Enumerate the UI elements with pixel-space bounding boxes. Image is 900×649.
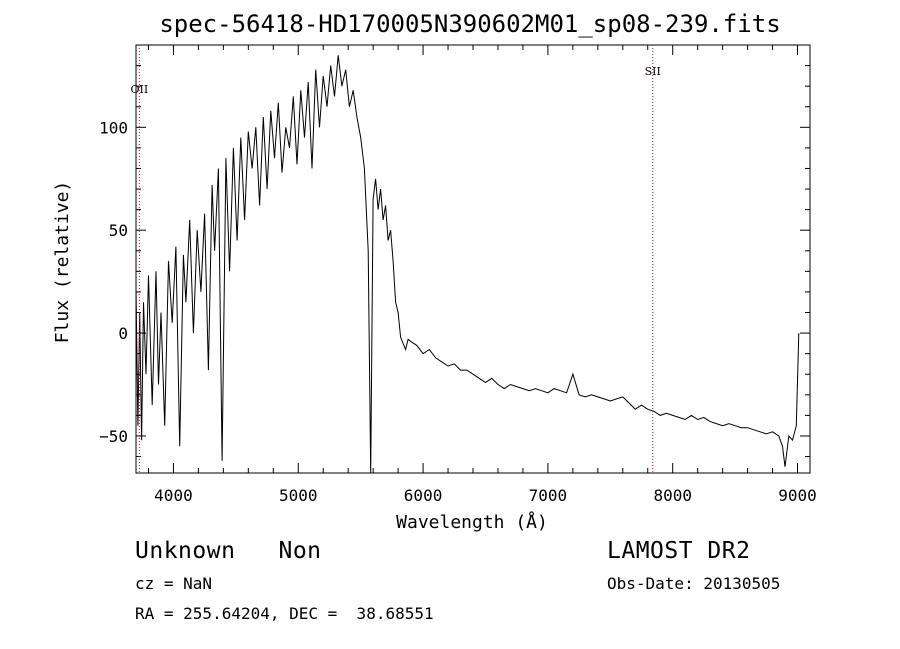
y-tick-label: 0 — [118, 324, 128, 343]
annotation-label: OII — [131, 83, 149, 96]
survey-name: LAMOST DR2 — [607, 538, 751, 564]
coordinates-text: RA = 255.64204, DEC = 38.68551 — [135, 604, 434, 623]
object-class-text: Unknown Non — [135, 538, 322, 564]
y-axis-label: Flux (relative) — [52, 181, 73, 344]
x-tick-label: 7000 — [529, 486, 568, 505]
x-axis: 4000 5000 6000 7000 8000 9000 — [147, 45, 817, 505]
x-tick-label: 5000 — [279, 486, 318, 505]
y-tick-label: −50 — [99, 427, 128, 446]
x-tick-label: 6000 — [404, 486, 443, 505]
line-annotations: OII SII — [131, 45, 661, 473]
x-tick-label: 8000 — [653, 486, 692, 505]
annotation-label: SII — [645, 65, 661, 78]
redshift-text: cz = NaN — [135, 574, 213, 593]
x-axis-label: Wavelength (Å) — [396, 511, 548, 533]
plot-frame — [135, 44, 811, 474]
x-tick-label: 9000 — [778, 486, 817, 505]
chart-title: spec-56418-HD170005N390602M01_sp08-239.f… — [159, 10, 780, 38]
spectrum-line — [135, 55, 800, 474]
y-tick-label: 100 — [99, 118, 128, 137]
observation-date: Obs-Date: 20130505 — [607, 574, 781, 593]
y-tick-label: 50 — [109, 221, 128, 240]
y-axis: −50 0 50 100 — [99, 44, 810, 458]
plot-area — [135, 44, 811, 474]
x-tick-label: 4000 — [154, 486, 193, 505]
